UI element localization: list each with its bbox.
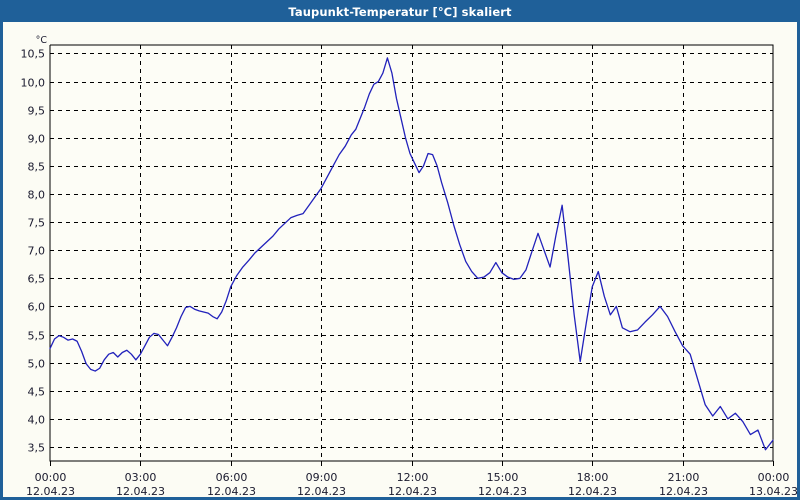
y-axis-tick-label: 8,5: [28, 161, 46, 174]
y-axis-tick-label: 5,5: [28, 330, 46, 343]
y-axis-tick-label: 9,5: [28, 105, 46, 118]
x-axis-date-label: 12.04.23: [388, 485, 437, 497]
x-axis-time-label: 00:00: [35, 471, 67, 484]
x-axis-time-label: 03:00: [125, 471, 157, 484]
plot-container: 3,5 4,0 4,5 5,0 5,5 6,0 6,5 7,0 7,5 8,0 8,5 9,0 9,5 1…: [3, 22, 798, 497]
y-axis-tick-labels: 3,5 4,0 4,5 5,0 5,5 6,0 6,5 7,0 7,5 8,0 8,5 9,0 9,5 1…: [21, 48, 46, 455]
x-axis-tick-labels: 00:0012.04.2303:0012.04.2306:0012.04.230…: [26, 471, 797, 497]
x-axis-date-label: 13.04.23: [749, 485, 797, 497]
plot-background: [50, 45, 773, 461]
y-axis-tick-label: 3,5: [28, 442, 46, 455]
y-axis-tick-label: 7,0: [28, 245, 46, 258]
y-axis-tick-label: 8,0: [28, 189, 46, 202]
plot-frame: [50, 44, 774, 461]
x-axis-time-label: 00:00: [758, 471, 790, 484]
y-axis-tick-label: 7,5: [28, 217, 46, 230]
y-axis-tick-label: 10,0: [21, 77, 46, 90]
x-axis-time-label: 12:00: [397, 471, 429, 484]
x-axis-tick-marks: [49, 461, 775, 466]
x-axis-time-label: 15:00: [487, 471, 519, 484]
x-axis-time-label: 21:00: [668, 471, 700, 484]
x-axis-date-label: 12.04.23: [568, 485, 617, 497]
x-axis-time-label: 06:00: [216, 471, 248, 484]
y-axis-tick-label: 6,5: [28, 273, 46, 286]
line-chart: 3,5 4,0 4,5 5,0 5,5 6,0 6,5 7,0 7,5 8,0 8,5 9,0 9,5 1…: [21, 35, 798, 497]
window-title: Taupunkt-Temperatur [°C] skaliert: [3, 3, 797, 22]
y-axis-tick-label: 9,0: [28, 133, 46, 146]
y-axis-tick-label: 5,0: [28, 358, 46, 371]
x-axis-date-label: 12.04.23: [207, 485, 256, 497]
x-axis-date-label: 12.04.23: [116, 485, 165, 497]
y-axis-tick-label: 6,0: [28, 301, 46, 314]
data-series-line: [49, 57, 774, 451]
x-axis-time-label: 18:00: [577, 471, 609, 484]
y-axis-tick-label: 4,5: [28, 386, 46, 399]
x-axis-date-label: 12.04.23: [659, 485, 708, 497]
y-axis-tick-label: 10,5: [21, 48, 46, 61]
horizontal-gridlines: [50, 53, 773, 448]
x-axis-date-label: 12.04.23: [297, 485, 346, 497]
y-axis-unit-label: °C: [36, 35, 48, 46]
x-axis-time-label: 09:00: [306, 471, 338, 484]
y-axis-tick-label: 4,0: [28, 414, 46, 427]
vertical-gridlines: [140, 45, 684, 461]
x-axis-date-label: 12.04.23: [478, 485, 527, 497]
axis-lines: [49, 45, 773, 462]
x-axis-date-label: 12.04.23: [26, 485, 75, 497]
